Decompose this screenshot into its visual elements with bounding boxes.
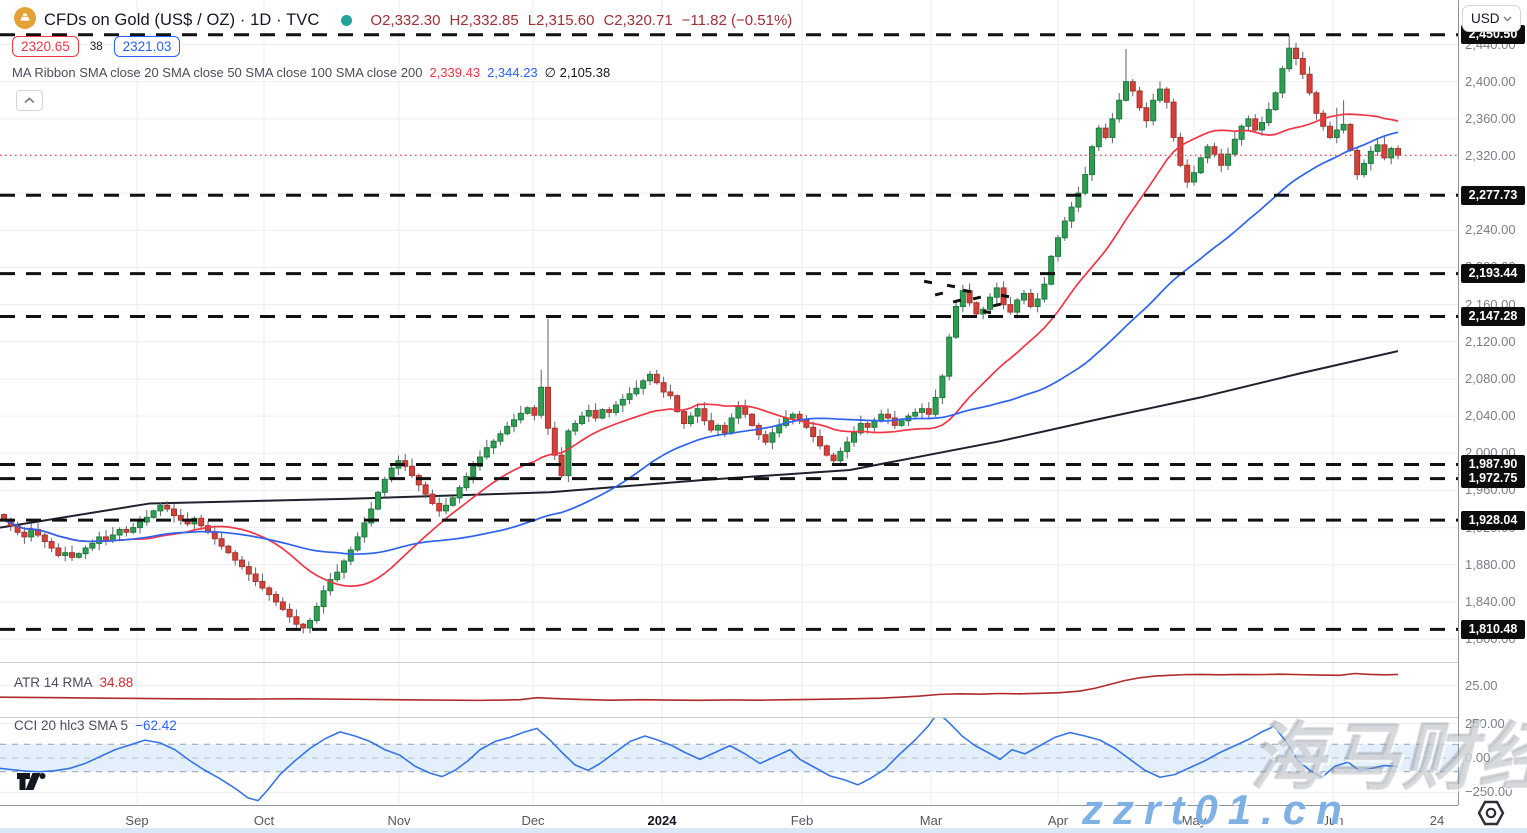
ma-ribbon-legend[interactable]: MA Ribbon SMA close 20 SMA close 50 SMA …	[12, 65, 610, 81]
price-level-badge: 1,928.04	[1461, 510, 1525, 530]
collapse-indicators-button[interactable]	[16, 90, 43, 111]
cci-axis-label: 0.00	[1465, 750, 1491, 765]
time-axis-label: Oct	[253, 813, 275, 828]
cci-axis-label: 250.00	[1465, 715, 1505, 731]
time-axis-label: Sep	[125, 813, 149, 828]
price-axis[interactable]: 2,440.00 2,400.00 2,360.00 2,320.00 2,240.00…	[1458, 0, 1527, 805]
spread-value: 38	[89, 40, 103, 53]
ask-price-badge[interactable]: 2321.03	[113, 36, 181, 57]
price-chart-canvas[interactable]	[0, 0, 1458, 662]
cci-panel-canvas[interactable]	[0, 718, 1458, 804]
price-axis-label: 2,320.00	[1465, 148, 1516, 163]
price-level-badge: 2,277.73	[1461, 185, 1525, 205]
price-level-badge: 1,972.75	[1461, 469, 1525, 489]
currency-dropdown[interactable]: USD	[1462, 5, 1521, 32]
ohlc-item: −11.82 (−0.51%)	[681, 12, 793, 29]
cci-axis-label: −250.00	[1465, 784, 1513, 800]
price-axis-label: 1,880.00	[1465, 556, 1516, 572]
cci-legend[interactable]: CCI 20 hlc3 SMA 5 −62.42	[14, 718, 177, 733]
price-axis-label: 2,400.00	[1465, 73, 1516, 89]
chevron-down-icon	[1503, 16, 1512, 21]
sma20-value: 2,339.43	[429, 65, 481, 80]
ohlc-values: O2,332.30 H2,332.85 L2,315.60 C2,320.71 −11.…	[370, 12, 792, 29]
currency-label: USD	[1471, 11, 1500, 26]
gold-symbol-icon	[14, 7, 36, 34]
time-axis-label: 24	[1429, 813, 1445, 828]
price-axis-label: 2,240.00	[1465, 222, 1516, 238]
sma50-value: 2,344.23	[487, 65, 538, 80]
cci-label: CCI 20 hlc3 SMA 5	[14, 718, 129, 733]
time-axis-label: Apr	[1047, 813, 1069, 828]
price-axis-label: 2,120.00	[1465, 333, 1516, 349]
atr-panel-canvas[interactable]	[0, 663, 1458, 717]
time-axis-label: 2024	[647, 813, 677, 828]
atr-legend[interactable]: ATR 14 RMA 34.88	[14, 675, 133, 690]
ohlc-item: C2,320.71	[603, 12, 673, 29]
time-axis-label: Nov	[387, 813, 411, 828]
atr-value: 34.88	[99, 675, 134, 690]
chevron-up-icon	[24, 97, 35, 104]
price-axis-label: 2,040.00	[1465, 408, 1516, 424]
atr-label: ATR 14 RMA	[14, 675, 93, 690]
time-axis-label: Jun	[1322, 813, 1344, 828]
ma-ribbon-label: MA Ribbon SMA close 20 SMA close 50 SMA …	[12, 65, 423, 80]
panel-separator[interactable]	[0, 662, 1458, 663]
atr-axis-label: 25.00	[1465, 677, 1498, 693]
price-level-badge: 2,147.28	[1461, 306, 1525, 326]
chart-legend: CFDs on Gold (US$ / OZ) · 1D · TVC O2,33…	[14, 7, 792, 34]
time-axis-label: Mar	[919, 813, 943, 828]
bid-price-badge[interactable]: 2320.65	[12, 36, 79, 57]
tradingview-logo[interactable]	[16, 772, 48, 796]
time-axis-label: Feb	[790, 813, 814, 828]
panel-separator[interactable]	[0, 717, 1458, 718]
price-axis-label: 2,360.00	[1465, 110, 1516, 126]
ohlc-item: H2,332.85	[449, 12, 519, 29]
time-axis-label: May	[1181, 813, 1207, 828]
ohlc-item: O2,332.30	[370, 12, 441, 29]
price-axis-label: 2,080.00	[1465, 370, 1516, 386]
time-axis-label: Dec	[521, 813, 545, 828]
price-level-badge: 2,193.44	[1461, 264, 1525, 284]
bottom-edge	[0, 828, 1527, 833]
symbol-title[interactable]: CFDs on Gold (US$ / OZ) · 1D · TVC	[44, 11, 320, 29]
ohlc-item: L2,315.60	[527, 12, 595, 29]
market-status-icon[interactable]	[341, 15, 353, 26]
price-axis-label: 1,840.00	[1465, 593, 1516, 609]
cci-value: −62.42	[135, 718, 177, 733]
price-level-badge: 1,810.48	[1461, 619, 1525, 639]
bid-ask-row: 2320.65 38 2321.03	[12, 36, 181, 57]
sma-average-value: ∅ 2,105.38	[544, 65, 611, 80]
